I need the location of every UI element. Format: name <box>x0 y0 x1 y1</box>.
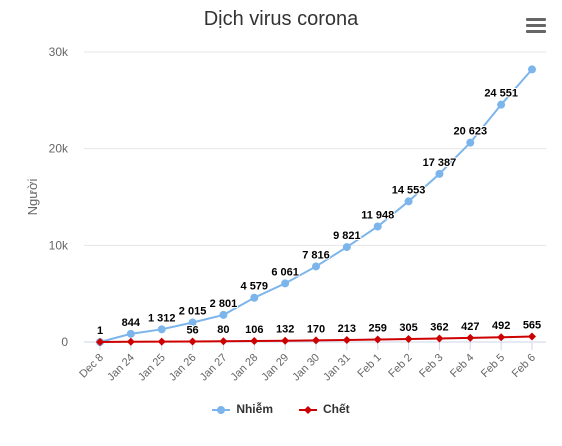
data-point <box>342 243 351 252</box>
data-label: 2 015 <box>179 306 207 318</box>
x-tick-label: Jan 26 <box>167 352 199 384</box>
x-tick-label: Feb 5 <box>479 352 507 380</box>
data-point <box>312 336 320 345</box>
x-tick-label: Feb 2 <box>386 352 414 380</box>
y-axis-label: Người <box>25 179 40 216</box>
data-point <box>466 138 475 147</box>
series-layer <box>96 65 536 346</box>
x-tick-label: Feb 4 <box>448 352 476 380</box>
legend-item-1[interactable]: Chết <box>299 402 350 416</box>
data-label: 492 <box>492 320 510 332</box>
data-point <box>157 325 166 334</box>
data-point <box>157 337 166 346</box>
data-label: 2 801 <box>210 298 238 310</box>
data-label: 11 948 <box>361 210 394 222</box>
data-label: 362 <box>430 322 448 334</box>
data-point <box>435 334 444 343</box>
data-label: 132 <box>276 324 294 336</box>
data-point <box>528 332 536 341</box>
data-point <box>497 333 506 342</box>
x-tick-label: Feb 3 <box>417 352 445 380</box>
legend: Nhiễm Chết <box>0 402 562 416</box>
data-label: 1 <box>97 325 103 337</box>
data-point <box>404 197 413 206</box>
x-tick-label: Jan 31 <box>321 352 353 384</box>
x-tick-label: Feb 1 <box>355 352 383 380</box>
x-tick-label: Feb 6 <box>510 352 538 380</box>
legend-symbol <box>299 404 317 414</box>
x-tick-label: Jan 27 <box>198 352 230 384</box>
data-label: 9 821 <box>333 230 361 242</box>
grid-lines <box>84 51 546 343</box>
hamburger-menu-icon[interactable] <box>526 18 546 34</box>
data-label: 14 553 <box>392 184 426 196</box>
series-line-0 <box>99 68 533 343</box>
data-label: 24 551 <box>484 88 518 100</box>
data-label: 259 <box>369 322 387 334</box>
data-point <box>466 333 475 342</box>
legend-label: Chết <box>323 402 350 416</box>
data-label: 305 <box>399 322 417 334</box>
data-point <box>435 169 444 178</box>
data-point <box>126 329 135 338</box>
x-tick-label: Jan 24 <box>105 352 137 384</box>
data-label: 4 579 <box>241 281 269 293</box>
y-tick-label: 10k <box>49 238 69 252</box>
x-tick-label: Dec 8 <box>77 352 106 381</box>
data-label: 106 <box>245 324 263 336</box>
x-tick-label: Jan 30 <box>290 352 322 384</box>
data-point <box>404 335 413 344</box>
data-label: 1 312 <box>148 312 176 324</box>
legend-symbol <box>212 404 231 414</box>
data-point <box>126 337 135 346</box>
data-label: 844 <box>122 317 141 329</box>
data-label: 17 387 <box>423 157 457 169</box>
data-label: 213 <box>338 323 356 335</box>
y-tick-label: 30k <box>49 45 69 59</box>
data-label: 427 <box>461 321 479 333</box>
data-point <box>219 310 228 319</box>
data-point <box>250 336 259 345</box>
data-label: 565 <box>523 320 541 332</box>
legend-item-0[interactable]: Nhiễm <box>212 402 273 416</box>
data-point <box>188 337 197 346</box>
data-label: 170 <box>307 323 325 335</box>
x-tick-label: Jan 25 <box>136 352 168 384</box>
data-point <box>528 65 536 74</box>
y-tick-label: 0 <box>61 335 68 349</box>
data-point <box>373 335 382 344</box>
data-label: 20 623 <box>453 126 487 138</box>
data-label: 6 061 <box>271 266 299 278</box>
data-point <box>188 318 197 327</box>
data-point <box>373 222 382 231</box>
x-tick-label: Jan 29 <box>259 352 291 384</box>
data-point <box>250 293 259 302</box>
legend-label: Nhiễm <box>236 402 273 416</box>
data-point <box>497 100 506 109</box>
x-tick-label: Jan 28 <box>229 352 261 384</box>
data-point <box>281 279 290 288</box>
chart-title: Dịch virus corona <box>203 8 359 30</box>
data-label: 80 <box>217 324 229 336</box>
data-point <box>312 262 320 271</box>
x-axis: Dec 8 Jan 24 Jan 25 Jan 26 Jan 27 Jan 28 Jan 2… <box>77 342 538 383</box>
y-tick-label: 20k <box>49 142 69 156</box>
y-axis-ticks: 0 10k 20k 30k <box>49 45 69 349</box>
data-point <box>96 338 104 346</box>
data-point <box>281 336 290 345</box>
data-point <box>219 337 228 346</box>
data-label: 7 816 <box>302 249 330 261</box>
data-point <box>342 335 351 344</box>
data-label: 56 <box>186 324 198 336</box>
